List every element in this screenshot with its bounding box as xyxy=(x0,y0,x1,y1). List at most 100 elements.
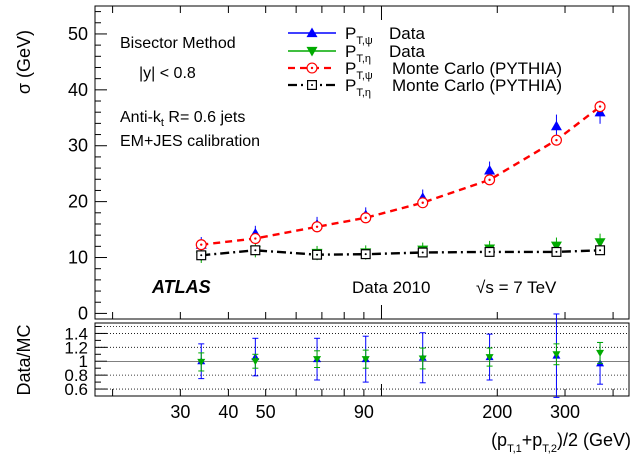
data-point-center xyxy=(555,250,558,253)
data-point-center xyxy=(488,178,491,182)
legend-label-main: P xyxy=(345,76,356,95)
ratio-point xyxy=(485,354,494,362)
ratio-plot-frame xyxy=(94,322,630,397)
legend-label-sub: T,η xyxy=(356,87,371,99)
data-point-center xyxy=(315,225,319,228)
data-point xyxy=(484,164,496,175)
ratio-series-group-1 xyxy=(197,341,605,372)
ratio-point xyxy=(361,356,370,364)
ratio-point xyxy=(552,351,561,359)
x-tick-label: 300 xyxy=(550,402,580,422)
ratio-point xyxy=(251,358,260,366)
dataset-annotation: Data 2010 xyxy=(352,278,430,297)
main-y-tick-label: 10 xyxy=(68,248,88,268)
series-group-2 xyxy=(195,101,606,251)
data-point-center xyxy=(598,105,602,108)
energy-sqrt-label: √s xyxy=(476,278,494,297)
x-tick-label: 40 xyxy=(218,402,238,422)
main-y-tick-label: 0 xyxy=(78,303,88,323)
legend-label: PT,η Monte Carlo (PYTHIA) xyxy=(345,76,562,99)
ratio-series-layer xyxy=(197,313,605,398)
ratio-x-ticks: 30 40 50 90 200 300 xyxy=(112,384,614,422)
main-y-tick-label: 50 xyxy=(68,24,88,44)
energy-annotation: √s = 7 TeV xyxy=(476,278,557,297)
x-axis-label-end: )/2 (GeV) xyxy=(557,430,631,450)
ratio-y-tick-label: 0.8 xyxy=(64,366,88,385)
data-point-center xyxy=(555,138,558,142)
legend-item: PT,ψ Monte Carlo (PYTHIA) xyxy=(288,59,562,82)
main-y-tick-label: 20 xyxy=(68,192,88,212)
ratio-series-group-0 xyxy=(197,313,605,398)
legend-label-suffix: Monte Carlo (PYTHIA) xyxy=(392,76,562,95)
ratio-y-tick-label: 1.4 xyxy=(64,324,88,343)
calibration-annotation: EM+JES calibration xyxy=(120,133,260,150)
x-tick-label: 50 xyxy=(256,402,276,422)
legend-label-suffix: Data xyxy=(389,42,425,61)
main-y-ticks: 0 10 20 30 40 50 xyxy=(68,11,107,323)
main-series-layer xyxy=(195,100,606,263)
legend-label: PT,ψ Data xyxy=(345,24,425,47)
ratio-y-tick-label: 1 xyxy=(79,352,88,371)
x-axis-label-main: (p xyxy=(491,430,507,450)
ratio-point xyxy=(313,356,322,364)
energy-value-label: = 7 TeV xyxy=(499,278,557,297)
main-y-axis-label: σ (GeV) xyxy=(14,30,34,94)
legend-label-main: P xyxy=(345,24,356,43)
data-point-center xyxy=(421,251,424,254)
ratio-y-ticks: 0.60.811.21.4 xyxy=(64,324,107,399)
legend-marker-center xyxy=(311,84,313,86)
data-point xyxy=(594,238,606,248)
method-annotation: Bisector Method xyxy=(120,35,236,52)
data-point-center xyxy=(599,249,602,252)
x-axis-label-sub2: T,2 xyxy=(542,443,557,455)
legend-label-sub: T,ψ xyxy=(356,70,373,82)
legend-label-sub: T,ψ xyxy=(356,35,373,47)
main-y-tick-label: 30 xyxy=(68,136,88,156)
legend-item: PT,η Data xyxy=(288,42,425,65)
ratio-y-tick-label: 0.6 xyxy=(64,380,88,399)
main-y-tick-label: 40 xyxy=(68,80,88,100)
rapidity-annotation: |y| < 0.8 xyxy=(139,65,196,82)
legend-label-main: P xyxy=(345,59,356,78)
ratio-gridlines xyxy=(95,326,629,390)
data-point-center xyxy=(421,201,424,204)
series-group-0 xyxy=(195,100,606,253)
data-point-center xyxy=(254,249,257,252)
data-point-center xyxy=(200,254,203,257)
main-plot-frame xyxy=(94,5,630,320)
legend-item: PT,η Monte Carlo (PYTHIA) xyxy=(288,76,562,99)
legend-item: PT,ψ Data xyxy=(288,24,425,47)
ratio-y-tick-label: 1.2 xyxy=(64,338,88,357)
x-tick-label: 200 xyxy=(482,402,512,422)
jets-annotation-suffix: R= 0.6 jets xyxy=(164,109,245,126)
atlas-label: ATLAS xyxy=(151,277,211,297)
data-point-center xyxy=(488,250,491,253)
data-point-center xyxy=(364,253,367,256)
ratio-point xyxy=(197,358,206,366)
x-tick-label: 90 xyxy=(354,402,374,422)
legend-marker-center xyxy=(310,66,314,70)
x-tick-label: 30 xyxy=(170,402,190,422)
ratio-point xyxy=(418,355,427,363)
data-point-center xyxy=(316,253,319,256)
legend-marker xyxy=(306,27,318,38)
ratio-y-axis-label: Data/MC xyxy=(14,324,34,395)
legend-label-suffix: Monte Carlo (PYTHIA) xyxy=(392,59,562,78)
jets-annotation-sub: t xyxy=(161,117,164,129)
series-line xyxy=(201,249,601,257)
jets-annotation: Anti-kt R= 0.6 jets xyxy=(120,109,245,129)
series-group-3 xyxy=(196,245,606,261)
legend-label-suffix: Data xyxy=(389,24,425,43)
data-point-center xyxy=(200,243,203,246)
legend-label-main: P xyxy=(345,42,356,61)
data-point xyxy=(550,241,562,252)
x-axis-label-mid: +p xyxy=(522,430,543,450)
x-axis-label-sub1: T,1 xyxy=(507,443,522,455)
ratio-point xyxy=(596,349,605,357)
data-point-center xyxy=(254,237,257,240)
data-point xyxy=(550,120,562,131)
legend-marker xyxy=(306,46,318,57)
legend-label: PT,η Data xyxy=(345,42,425,65)
